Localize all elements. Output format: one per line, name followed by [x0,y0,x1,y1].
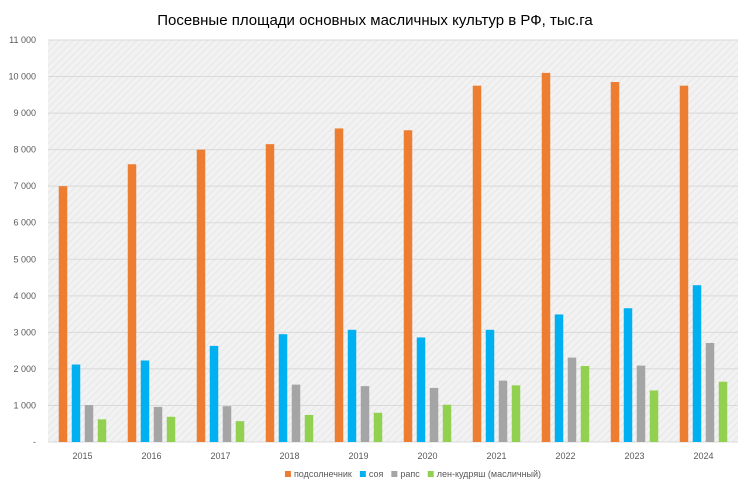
y-tick-label: 1 000 [13,400,36,410]
x-tick-label: 2015 [72,451,92,461]
bar [347,329,357,442]
bar [485,329,495,442]
y-tick-label: 11 000 [9,35,36,45]
bar [472,85,482,442]
bar [140,360,150,442]
bar [580,365,590,442]
x-tick-label: 2021 [486,451,506,461]
bar [511,385,521,442]
bar [554,314,564,442]
bar [623,308,633,442]
x-tick-label: 2024 [693,451,713,461]
x-tick-label: 2022 [555,451,575,461]
bar [541,72,551,443]
x-tick-label: 2016 [141,451,161,461]
y-tick-label: - [33,437,36,447]
bar [679,85,689,442]
bar [196,149,206,443]
bar [291,384,301,442]
bar [209,345,219,442]
bar [153,406,163,442]
x-tick-label: 2018 [279,451,299,461]
legend-swatch [391,471,398,477]
legend-label: подсолнечник [294,469,352,479]
bar [235,421,245,442]
legend-swatch [427,471,434,477]
bar [636,365,646,442]
bar [442,404,452,442]
bar [84,405,94,442]
legend-swatch [284,471,291,477]
bar [416,337,426,442]
y-tick-label: 7 000 [13,181,36,191]
y-tick-label: 10 000 [8,72,36,82]
y-tick-label: 9 000 [13,108,36,118]
bar [127,164,137,442]
legend-swatch [359,471,366,477]
bar [166,416,176,442]
bar [265,144,275,442]
chart-title: Посевные площади основных масличных куль… [157,12,593,29]
bar [403,130,413,442]
bar [718,381,728,442]
bar [334,128,344,442]
legend-label: лен-кудряш (масличный) [437,469,541,479]
bar [649,390,659,442]
bar [304,414,314,442]
bar [278,334,288,442]
bar [360,386,370,442]
bar [610,82,620,442]
y-tick-label: 2 000 [13,364,36,374]
y-tick-label: 8 000 [13,145,36,155]
x-tick-label: 2020 [417,451,437,461]
bar [71,364,81,442]
legend-label: рапс [400,469,420,479]
plot-area [48,40,738,442]
bar [97,419,107,442]
bar [373,412,383,442]
bar [58,186,68,442]
y-tick-label: 4 000 [13,291,36,301]
bar [498,380,508,442]
y-tick-label: 5 000 [13,254,36,264]
y-tick-label: 3 000 [13,327,36,337]
bar [567,357,577,442]
bar [692,285,702,442]
bar [705,342,715,442]
x-tick-label: 2017 [210,451,230,461]
legend-label: соя [369,469,384,479]
x-tick-label: 2023 [624,451,644,461]
bar [222,406,232,442]
x-tick-label: 2019 [348,451,368,461]
y-tick-label: 6 000 [13,218,36,228]
bar [429,387,439,442]
